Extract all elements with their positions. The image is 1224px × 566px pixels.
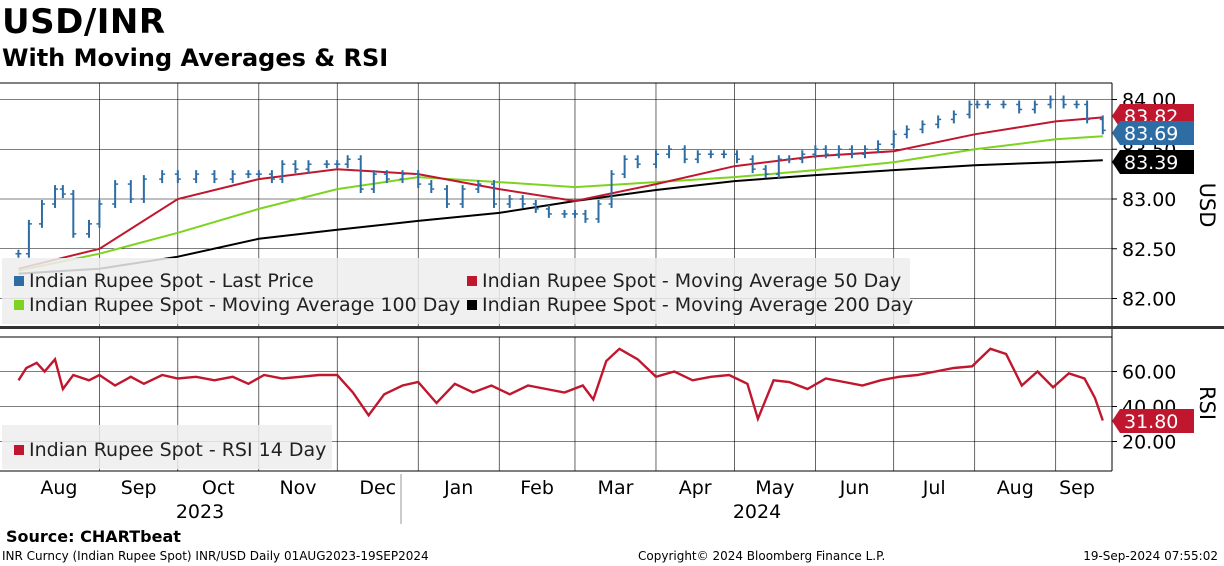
ma50-line [18,116,1103,270]
x-tick-label: Oct [202,477,235,499]
rsi-last-value-flag-text: 31.80 [1124,411,1178,433]
ma100-line [18,135,1103,272]
ma200-last-value-flag-bg [1112,150,1194,174]
x-tick-label: Jun [839,477,870,499]
rsi-last-value-flag-bg [1112,409,1194,433]
rsi-last-value-flag: 31.80 [1112,409,1194,433]
copyright: Copyright© 2024 Bloomberg Finance L.P. [638,549,886,563]
x-tick-label: Aug [997,477,1034,499]
rsi-axis-title: RSI [1195,386,1219,420]
rsi-legend-bg [2,425,332,469]
rsi-y-tick-label: 60.00 [1122,362,1176,384]
legend-label: Indian Rupee Spot - Last Price [29,270,314,292]
ma200-last-value-flag-text: 83.39 [1124,152,1178,174]
x-tick-label: Jan [443,477,473,499]
x-tick-label: Aug [40,477,77,499]
x-tick-label: Jul [922,477,946,499]
x-tick-label: Nov [279,477,316,499]
x-tick-label: Apr [679,477,712,499]
price-last-value-flag-bg [1112,121,1194,145]
legend-swatch [14,300,24,310]
x-tick-label: Mar [598,477,634,499]
price-last-value-flag-text: 83.69 [1124,123,1178,145]
ma200-line [18,159,1103,275]
x-tick-label: Feb [520,477,554,499]
legend-swatch [14,276,24,286]
legend-swatch [467,300,477,310]
ticker-info: INR Curncy (Indian Rupee Spot) INR/USD D… [2,549,429,563]
x-tick-label: Sep [121,477,157,499]
legend-swatch [14,445,24,455]
ma200-last-value-flag: 83.39 [1112,150,1194,174]
year-label: 2024 [733,501,781,523]
timestamp: 19-Sep-2024 07:55:02 [1083,549,1218,563]
x-tick-label: Dec [359,477,396,499]
rsi-y-tick-label: 20.00 [1122,432,1176,454]
chart-subtitle: With Moving Averages & RSI [2,44,389,72]
legend-label: Indian Rupee Spot - Moving Average 50 Da… [482,270,901,292]
source-label: Source: CHARTbeat [6,527,181,546]
chart-title: USD/INR [2,2,166,42]
price-y-tick-label: 83.00 [1122,189,1176,211]
legend-swatch [467,276,477,286]
legend-label: Indian Rupee Spot - Moving Average 200 D… [482,294,913,316]
legend-label: Indian Rupee Spot - RSI 14 Day [29,439,326,461]
price-y-tick-label: 82.50 [1122,239,1176,261]
legend-label: Indian Rupee Spot - Moving Average 100 D… [29,294,460,316]
price-y-tick-label: 82.00 [1122,289,1176,311]
year-label: 2023 [176,501,224,523]
price-last-value-flag: 83.69 [1112,121,1194,145]
x-tick-label: Sep [1059,477,1095,499]
price-axis-title: USD [1195,183,1219,228]
rsi-line [17,347,1104,423]
price-legend-bg [2,258,910,324]
x-tick-label: May [755,477,794,499]
